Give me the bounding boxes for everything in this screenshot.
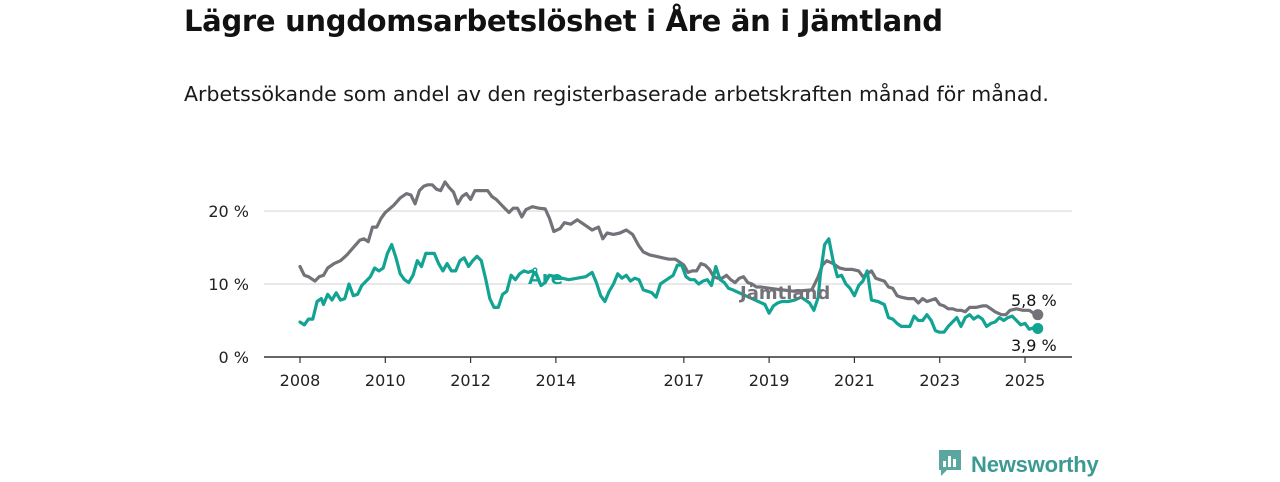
series-lines	[298, 180, 1044, 335]
x-tick-label: 2017	[663, 371, 704, 390]
x-tick-label: 2025	[1005, 371, 1046, 390]
x-tick-label: 2021	[834, 371, 875, 390]
series-label-are: Åre	[528, 266, 563, 289]
x-tick-label: 2014	[536, 371, 577, 390]
series-label-jamtland: Jämtland	[738, 283, 830, 304]
x-tick-label: 2008	[280, 371, 321, 390]
newsworthy-brand: Newsworthy	[937, 448, 1099, 482]
x-tick-label: 2012	[450, 371, 491, 390]
chart-subtitle: Arbetssökande som andel av den registerb…	[184, 82, 1049, 106]
chart-title: Lägre ungdomsarbetslöshet i Åre än i Jäm…	[184, 4, 943, 38]
gridlines	[264, 210, 1072, 285]
end-label-are: 3,9 %	[1011, 336, 1057, 355]
x-axis: 2008 2010 2012 2014 2017 2019 2021 2023 2025	[264, 356, 1072, 390]
end-point-are	[1032, 323, 1044, 335]
y-axis: 0 % 10 % 20 %	[208, 202, 249, 367]
y-tick-label: 20 %	[208, 202, 249, 221]
end-label-jamtland: 5,8 %	[1011, 291, 1057, 310]
y-tick-label: 0 %	[219, 348, 249, 367]
x-tick-label: 2010	[365, 371, 406, 390]
end-point-jamtland	[1032, 309, 1044, 321]
newsworthy-logo-icon	[937, 448, 963, 482]
series-line-jamtland	[298, 180, 1040, 317]
x-tick-label: 2019	[749, 371, 790, 390]
series-labels: Åre Jämtland 5,8 % 3,9 %	[528, 266, 1057, 355]
series-line-are	[298, 237, 1040, 334]
brand-name: Newsworthy	[971, 452, 1099, 477]
y-tick-label: 10 %	[208, 275, 249, 294]
x-tick-label: 2023	[919, 371, 960, 390]
